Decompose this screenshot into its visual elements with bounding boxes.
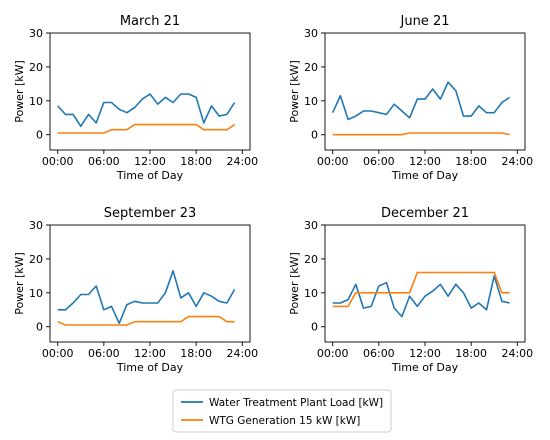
subplot-2-series-wtg-line	[332, 132, 510, 136]
subplot-2-xtick-label: 24:00	[501, 155, 533, 168]
subplot-2-ytick-label: 0	[311, 129, 318, 142]
subplot-3-xtick-label: 24:00	[226, 347, 258, 360]
subplot-4-ytick-label: 30	[304, 219, 318, 232]
subplot-4-ylabel: Power [kW]	[288, 252, 301, 315]
subplot-2-ytick-label: 10	[304, 95, 318, 108]
subplot-1-xtick-label: 12:00	[134, 155, 166, 168]
subplot-2-ytick-label: 30	[304, 27, 318, 40]
subplot-3-ytick-label: 20	[29, 253, 43, 266]
subplot-3-ytick-label: 30	[29, 219, 43, 232]
subplot-4-xtick-label: 18:00	[455, 347, 487, 360]
subplot-3-xtick-label: 06:00	[88, 347, 120, 360]
subplot-2-xtick-label: 06:00	[363, 155, 395, 168]
legend-label-wtg: WTG Generation 15 kW [kW]	[209, 415, 360, 427]
subplot-2-xtick-label: 00:00	[317, 155, 349, 168]
subplot-2-series-load-line	[331, 81, 511, 121]
subplot-3-xtick-label: 12:00	[134, 347, 166, 360]
subplot-1-series-load-line	[57, 93, 236, 128]
subplot-3-ylabel: Power [kW]	[13, 252, 26, 315]
legend-box	[172, 389, 392, 433]
subplot-1-title: March 21	[120, 14, 180, 29]
subplot-1-ytick-label: 20	[29, 61, 43, 74]
subplot-1-xtick-label: 18:00	[180, 155, 212, 168]
subplot-1-ytick-label: 0	[36, 129, 43, 142]
subplot-1-xtick-label: 24:00	[226, 155, 258, 168]
subplot-4-series-wtg-line	[332, 271, 510, 308]
subplot-1-xtick-label: 06:00	[88, 155, 120, 168]
subplot-3-title: September 23	[104, 206, 197, 221]
subplot-2-ytick-label: 20	[304, 61, 318, 74]
subplot-1-series-wtg-line	[57, 123, 236, 134]
subplot-1-ytick-label: 30	[29, 27, 43, 40]
subplot-2-ylabel: Power [kW]	[288, 60, 301, 123]
subplot-4-title: December 21	[381, 206, 469, 221]
subplot-4-ytick-label: 20	[304, 253, 318, 266]
subplot-4-ytick-label: 0	[311, 321, 318, 334]
subplot-3-xlabel: Time of Day	[116, 361, 184, 374]
subplot-4-xtick-label: 06:00	[363, 347, 395, 360]
subplot-3-series-load-line	[57, 270, 236, 325]
subplot-4-xlabel: Time of Day	[391, 361, 459, 374]
subplot-3-ytick-label: 0	[36, 321, 43, 334]
subplot-1-xlabel: Time of Day	[116, 169, 184, 182]
legend-label-load: Water Treatment Plant Load [kW]	[209, 397, 383, 409]
subplot-4-axes-frame	[324, 224, 526, 343]
subplot-2-xtick-label: 18:00	[455, 155, 487, 168]
subplot-1-ylabel: Power [kW]	[13, 60, 26, 123]
subplot-4-series-load-line	[332, 275, 510, 318]
subplot-3-series-wtg-line	[57, 315, 235, 326]
subplot-3-xtick-label: 18:00	[180, 347, 212, 360]
subplot-4-ytick-label: 10	[304, 287, 318, 300]
subplot-2-xlabel: Time of Day	[391, 169, 459, 182]
subplot-2-xtick-label: 12:00	[409, 155, 441, 168]
subplot-1-xtick-label: 00:00	[42, 155, 74, 168]
subplot-4-xtick-label: 12:00	[409, 347, 441, 360]
subplot-3-xtick-label: 00:00	[42, 347, 74, 360]
subplot-4-xtick-label: 24:00	[501, 347, 533, 360]
subplot-2-title: June 21	[400, 14, 450, 29]
subplot-1-ytick-label: 10	[29, 95, 43, 108]
subplot-3-ytick-label: 10	[29, 287, 43, 300]
subplot-4-xtick-label: 00:00	[317, 347, 349, 360]
